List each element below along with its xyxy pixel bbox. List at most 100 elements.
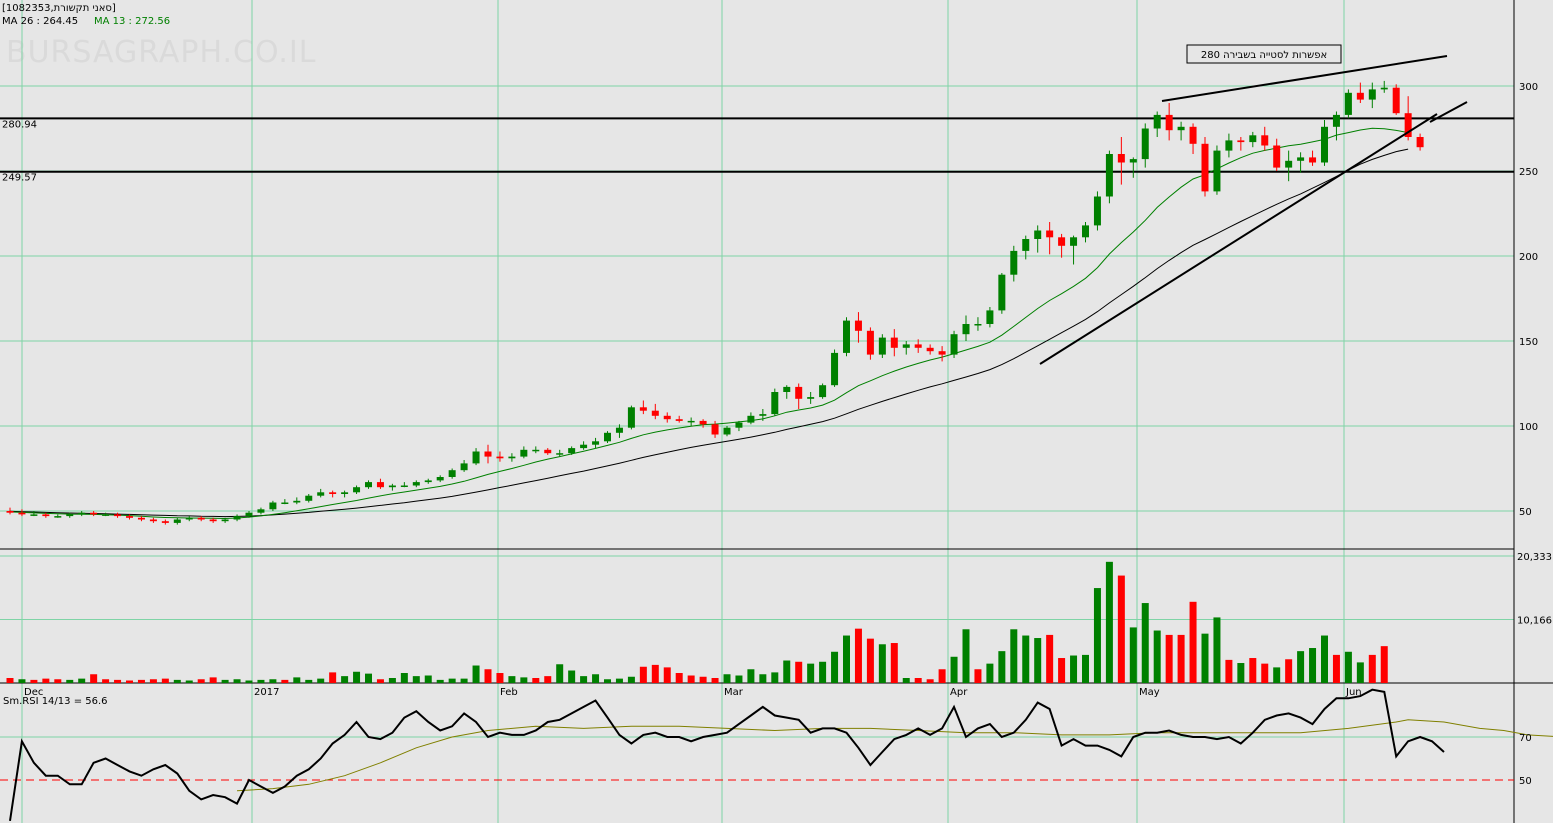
volume-bar (472, 665, 480, 683)
volume-bar (42, 678, 50, 683)
volume-bar (1034, 638, 1042, 683)
candle-body (998, 274, 1006, 311)
candle-body (1189, 126, 1197, 144)
candle-body (1297, 157, 1305, 161)
candle-body (233, 516, 241, 520)
volume-bar (1321, 635, 1328, 683)
volume-bar (424, 675, 432, 683)
volume-bar (771, 672, 779, 683)
candle-body (1273, 145, 1281, 168)
candle-body (795, 386, 803, 399)
volume-bar (400, 673, 408, 683)
candle-body (1034, 230, 1042, 239)
candle-body (556, 453, 564, 455)
volume-bar (1141, 603, 1149, 683)
rsi-tick-label: 50 (1519, 776, 1532, 787)
candle-body (1392, 87, 1400, 114)
volume-bar (1058, 658, 1066, 683)
volume-bar (986, 663, 994, 683)
support-trendline-ext[interactable] (1429, 101, 1468, 123)
volume-bar (233, 679, 241, 683)
candle-body (1082, 225, 1089, 238)
resistance-trendline[interactable] (1161, 55, 1448, 102)
candle-body (1022, 239, 1030, 251)
volume-bar (353, 671, 361, 683)
volume-bar (1285, 659, 1293, 683)
candle-body (1201, 143, 1209, 192)
month-label: 2017 (254, 687, 279, 698)
candle-body (1010, 250, 1018, 275)
volume-bar (257, 679, 265, 683)
volume-bar (807, 663, 815, 683)
candle-body (365, 482, 372, 488)
volume-bar (735, 675, 743, 683)
candle-body (245, 512, 253, 517)
candle-body (663, 415, 671, 420)
volume-bar (759, 674, 767, 683)
volume-bar (902, 678, 910, 683)
volume-bar (1213, 617, 1221, 683)
candle-body (1332, 114, 1340, 127)
volume-bar (66, 679, 74, 683)
volume-bar (926, 679, 934, 683)
volume-bar (376, 679, 384, 683)
candle-body (938, 351, 946, 355)
volume-bar (1297, 651, 1305, 683)
volume-bar (18, 679, 26, 683)
volume-bar (412, 676, 420, 683)
candle-body (1368, 89, 1376, 100)
volume-bar (293, 677, 301, 683)
candle-body (651, 410, 659, 416)
candle-body (126, 516, 133, 518)
candle-body (1058, 237, 1066, 246)
support-trendline[interactable] (1039, 113, 1438, 365)
candle-body (747, 415, 755, 423)
volume-bar (1093, 588, 1101, 683)
volume-bar (1010, 629, 1018, 683)
level-label: 280.94 (2, 119, 37, 130)
candle-body (54, 516, 62, 518)
volume-bar (783, 660, 791, 683)
volume-bar (269, 679, 277, 683)
candle-body (699, 420, 707, 425)
candle-body (1225, 140, 1233, 151)
candle-body (424, 480, 432, 483)
ma13-polyline (9, 127, 1409, 520)
volume-bar (998, 651, 1006, 683)
volume-bar (819, 661, 827, 683)
candle-body (341, 492, 349, 494)
candle-body (436, 477, 444, 481)
candle-body (926, 347, 934, 352)
volume-bar (137, 679, 145, 683)
candle-body (962, 324, 970, 335)
annotation-box[interactable] (1186, 44, 1342, 64)
volume-bar (1165, 634, 1173, 683)
candle-body (1165, 114, 1173, 131)
candle-body (66, 514, 74, 517)
volume-bar (90, 674, 98, 683)
ma26-polyline (9, 148, 1409, 518)
rsi-tick-label: 70 (1519, 733, 1532, 744)
rsi-panel (0, 688, 1553, 822)
candle-body (544, 449, 552, 454)
candle-body (78, 512, 86, 515)
volume-bar (1117, 575, 1125, 683)
ma26-legend: MA 26 : 264.45 (2, 16, 78, 27)
volume-bar (245, 680, 253, 683)
volume-bar (78, 678, 86, 683)
candle-body (890, 337, 898, 348)
grid-lines (0, 0, 1514, 823)
candle-body (771, 392, 779, 415)
volume-tick-label: 20,333 (1517, 552, 1552, 563)
candle-body (615, 427, 623, 433)
volume-bar (580, 676, 588, 683)
candle-body (30, 514, 38, 516)
volume-bar (1380, 646, 1388, 683)
volume-bar (627, 676, 635, 683)
price-tick-label: 200 (1519, 252, 1538, 263)
volume-bar (1070, 655, 1078, 683)
volume-bar (436, 679, 444, 683)
volume-bar (532, 678, 540, 683)
volume-bar (747, 669, 755, 683)
